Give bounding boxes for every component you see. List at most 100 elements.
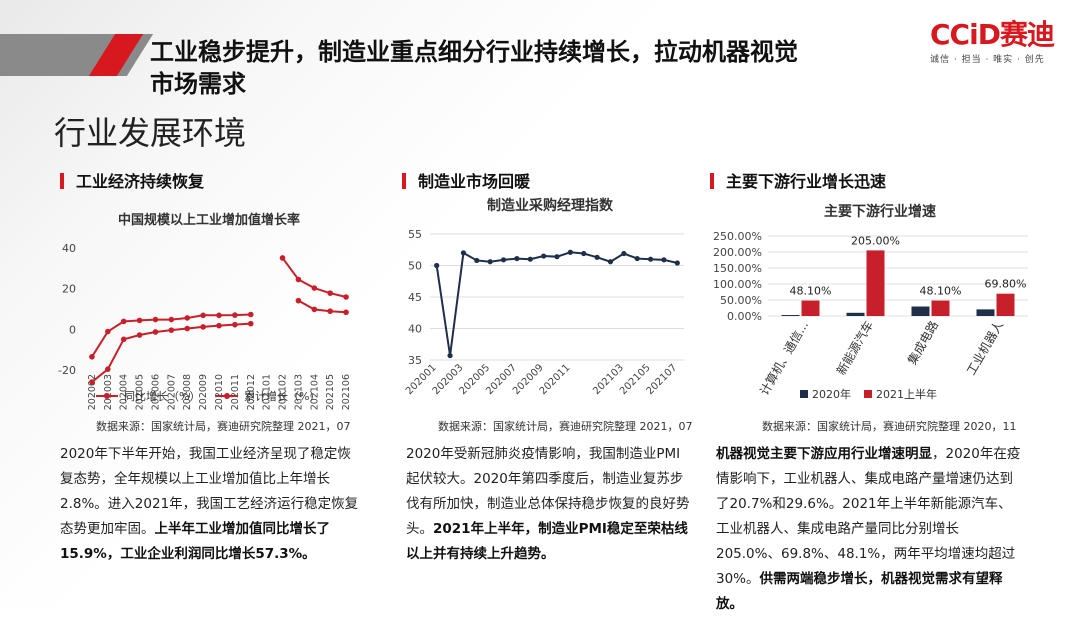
section-title: 行业发展环境 bbox=[54, 114, 247, 152]
x-tick-label: 202106 bbox=[341, 374, 352, 410]
x-tick-label: 202101 bbox=[262, 374, 273, 410]
data-label: 48.10% bbox=[920, 285, 962, 298]
x-tick-label: 202104 bbox=[309, 374, 320, 410]
column3-text: ，2020年在疫情影响下，工业机器人、集成电路产量增速仍达到了20.7%和29.… bbox=[716, 446, 1021, 587]
data-point bbox=[279, 255, 286, 261]
column2-text: 2020年受新冠肺炎疫情影响，我国制造业PMI起伏较大。2020年第四季度后，制… bbox=[406, 446, 690, 537]
legend-swatch-marker bbox=[224, 393, 230, 399]
data-point bbox=[89, 353, 95, 360]
legend-label: 2020年 bbox=[812, 387, 851, 401]
series-line-2 bbox=[297, 299, 347, 314]
bar-2020 bbox=[911, 306, 930, 316]
data-point bbox=[105, 328, 111, 335]
x-tick-label: 202105 bbox=[325, 374, 336, 410]
y-tick-label: 100.00% bbox=[713, 278, 762, 291]
legend-label: 累计增长（%） bbox=[244, 389, 320, 403]
y-tick-label: 55 bbox=[408, 228, 422, 241]
data-label: 48.10% bbox=[790, 285, 832, 298]
data-point bbox=[554, 254, 560, 260]
data-label: 205.00% bbox=[851, 234, 900, 247]
column1-text: 2020年下半年开始，我国工业经济呈现了稳定恢复态势，全年规模以上工业增加值比上… bbox=[60, 446, 359, 537]
x-tick-label: 202102 bbox=[278, 374, 289, 410]
heading-marker bbox=[710, 173, 714, 189]
legend-swatch-2021h1 bbox=[864, 390, 872, 398]
bar-2020 bbox=[976, 309, 995, 316]
data-point bbox=[184, 325, 191, 332]
data-point bbox=[434, 262, 440, 269]
data-point bbox=[541, 253, 547, 259]
chart-title: 制造业采购经理指数 bbox=[487, 197, 614, 214]
y-tick-label: 45 bbox=[408, 291, 422, 304]
y-tick-label: 250.00% bbox=[713, 230, 762, 243]
data-point bbox=[295, 297, 302, 304]
data-point bbox=[311, 306, 318, 313]
x-tick-label: 202006 bbox=[150, 374, 161, 410]
column3-heading: 主要下游行业增长迅速 bbox=[710, 168, 886, 192]
ccid-logo: CCiD赛迪 诚信 · 担当 · 唯实 · 创先 bbox=[930, 18, 1060, 66]
data-point bbox=[89, 379, 95, 385]
data-label: 69.80% bbox=[985, 278, 1027, 291]
y-tick-label: 40 bbox=[408, 323, 422, 336]
bar-2021h1 bbox=[801, 300, 820, 316]
x-tick-label: 202004 bbox=[119, 374, 130, 410]
x-tick-label: 202008 bbox=[182, 374, 193, 410]
x-tick-label: 202010 bbox=[214, 374, 225, 410]
column1-heading-text: 工业经济持续恢复 bbox=[76, 172, 205, 191]
data-point bbox=[581, 250, 587, 257]
chart-downstream: 主要下游行业增速 250.00% 200.00% 150.00% 100.00% 50.0… bbox=[706, 196, 1036, 414]
column2-heading-text: 制造业市场回暖 bbox=[418, 172, 531, 191]
x-category-label: 计算机、通信... bbox=[756, 318, 811, 398]
logo-text: CCiD赛迪 bbox=[930, 18, 1055, 51]
data-point bbox=[168, 327, 175, 333]
data-point bbox=[594, 254, 600, 260]
data-point bbox=[474, 257, 480, 264]
data-point bbox=[120, 336, 127, 343]
data-point bbox=[216, 312, 222, 319]
chart-title: 主要下游行业增速 bbox=[824, 203, 936, 220]
data-point bbox=[661, 257, 667, 263]
data-point bbox=[216, 322, 222, 329]
y-tick-label: 50.00% bbox=[720, 294, 762, 307]
data-point bbox=[200, 324, 206, 330]
data-point bbox=[152, 316, 159, 323]
data-point bbox=[200, 312, 206, 319]
data-point bbox=[567, 249, 573, 255]
bar-2021h1 bbox=[996, 293, 1015, 316]
legend-swatch-2020 bbox=[800, 390, 808, 398]
headline-line1: 工业稳步提升，制造业重点细分行业持续增长，拉动机器视觉 bbox=[150, 38, 798, 66]
series-line-1 bbox=[281, 257, 347, 298]
x-category-label: 集成电路 bbox=[904, 318, 941, 367]
data-point bbox=[647, 256, 654, 262]
column1-bold: 上半年工业增加值同比增长了15.9%，工业企业利润同比增长57.3%。 bbox=[60, 521, 330, 562]
data-point bbox=[152, 329, 159, 335]
data-point bbox=[120, 318, 127, 325]
column3-bold: 机器视觉主要下游应用行业增速明显 bbox=[716, 446, 932, 462]
bar-2020 bbox=[846, 312, 865, 316]
data-point bbox=[460, 250, 467, 256]
y-tick-label: 0 bbox=[69, 323, 76, 336]
data-point bbox=[136, 332, 143, 338]
column1-source: 数据来源：国家统计局，赛迪研究院整理 2021，07 bbox=[96, 420, 351, 433]
legend-swatch-marker bbox=[104, 393, 110, 399]
data-point bbox=[105, 366, 111, 372]
data-point bbox=[247, 320, 254, 327]
data-point bbox=[232, 312, 238, 318]
column3-paragraph: 机器视觉主要下游应用行业增速明显，2020年在疫情影响下，工业机器人、集成电路产… bbox=[716, 442, 1022, 617]
data-point bbox=[295, 276, 302, 283]
legend-label: 2021上半年 bbox=[876, 387, 937, 401]
y-tick-label: 200.00% bbox=[713, 246, 762, 259]
x-tick-label: 202012 bbox=[246, 374, 257, 410]
data-point bbox=[487, 259, 493, 265]
x-tick-label: 202009 bbox=[198, 374, 209, 410]
heading-marker bbox=[60, 173, 64, 189]
y-tick-label: 20 bbox=[62, 283, 76, 296]
data-point bbox=[621, 250, 627, 257]
x-tick-label: 202011 bbox=[230, 374, 241, 410]
column1-paragraph: 2020年下半年开始，我国工业经济呈现了稳定恢复态势，全年规模以上工业增加值比上… bbox=[60, 442, 362, 567]
y-tick-label: 0.00% bbox=[727, 310, 762, 323]
data-point bbox=[514, 255, 520, 262]
data-point bbox=[447, 352, 453, 359]
logo-slogan: 诚信 · 担当 · 唯实 · 创先 bbox=[930, 55, 1045, 65]
column3-source: 数据来源：国家统计局，赛迪研究院整理 2020，11 bbox=[762, 420, 1017, 433]
